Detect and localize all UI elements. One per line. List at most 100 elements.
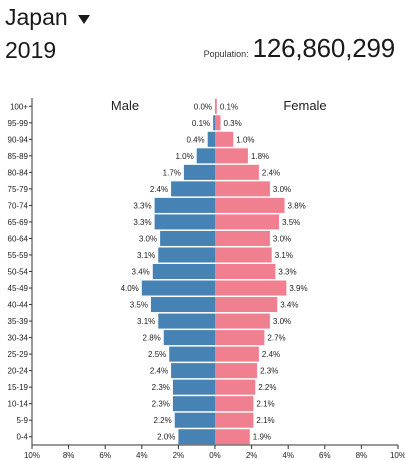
male-value-label: 1.0% bbox=[175, 152, 193, 161]
female-value-label: 2.7% bbox=[267, 334, 285, 343]
header: Japan 2019 Population: 126,860,299 bbox=[0, 0, 405, 90]
y-tick-label: 75-79 bbox=[8, 185, 29, 194]
male-bar bbox=[160, 230, 215, 246]
y-tick-label: 90-94 bbox=[8, 135, 29, 144]
male-bar bbox=[152, 263, 215, 280]
country-name: Japan bbox=[5, 4, 68, 30]
x-tick-label: 2% bbox=[173, 451, 185, 460]
male-bar bbox=[158, 247, 215, 263]
male-value-label: 3.4% bbox=[132, 268, 150, 277]
x-tick-label: 2% bbox=[246, 451, 258, 460]
y-tick-label: 15-19 bbox=[8, 383, 29, 392]
x-tick-label: 0% bbox=[209, 451, 221, 460]
male-bar bbox=[163, 330, 215, 346]
y-tick-label: 5-9 bbox=[16, 416, 28, 425]
x-tick-label: 8% bbox=[356, 451, 368, 460]
female-value-label: 2.4% bbox=[262, 350, 280, 359]
male-bar bbox=[172, 379, 215, 395]
y-tick-label: 85-89 bbox=[8, 152, 29, 161]
x-tick-label: 6% bbox=[99, 451, 111, 460]
male-value-label: 2.0% bbox=[157, 433, 175, 442]
male-bar bbox=[207, 131, 215, 147]
population-label: Population: bbox=[203, 49, 249, 59]
male-value-label: 2.2% bbox=[154, 416, 172, 425]
female-bar bbox=[215, 297, 278, 313]
male-label: Male bbox=[111, 98, 139, 113]
female-bar bbox=[215, 313, 270, 329]
x-tick-label: 4% bbox=[136, 451, 148, 460]
female-bar bbox=[215, 181, 270, 197]
female-bar bbox=[215, 115, 221, 131]
female-bar bbox=[215, 396, 254, 412]
y-tick-label: 80-84 bbox=[8, 168, 29, 177]
male-bar bbox=[154, 214, 215, 230]
caret-down-icon[interactable] bbox=[77, 14, 90, 24]
male-value-label: 3.5% bbox=[130, 301, 148, 310]
male-bar bbox=[183, 164, 215, 180]
population-display: Population: 126,860,299 bbox=[203, 33, 396, 64]
female-value-label: 3.1% bbox=[275, 251, 293, 260]
country-selector[interactable]: Japan bbox=[5, 3, 90, 31]
y-tick-label: 20-24 bbox=[8, 367, 29, 376]
male-value-label: 0.4% bbox=[186, 135, 204, 144]
male-value-label: 1.7% bbox=[163, 168, 181, 177]
female-value-label: 3.0% bbox=[273, 317, 291, 326]
female-bar bbox=[215, 214, 280, 230]
female-value-label: 2.3% bbox=[260, 367, 278, 376]
female-bar bbox=[215, 280, 287, 296]
male-bar bbox=[154, 197, 215, 213]
x-tick-label: 8% bbox=[63, 451, 75, 460]
male-bar bbox=[172, 396, 215, 412]
male-value-label: 2.3% bbox=[152, 383, 170, 392]
male-value-label: 3.3% bbox=[133, 218, 151, 227]
female-bar bbox=[215, 412, 254, 428]
female-bar bbox=[215, 164, 259, 180]
y-tick-label: 95-99 bbox=[8, 119, 29, 128]
female-bar bbox=[215, 379, 256, 395]
female-value-label: 2.4% bbox=[262, 168, 280, 177]
male-value-label: 2.4% bbox=[150, 185, 168, 194]
male-value-label: 2.4% bbox=[150, 367, 168, 376]
female-value-label: 3.4% bbox=[280, 301, 298, 310]
male-value-label: 2.8% bbox=[143, 334, 161, 343]
y-tick-label: 60-64 bbox=[8, 234, 29, 243]
male-bar bbox=[141, 280, 215, 296]
male-bar bbox=[178, 429, 215, 445]
x-tick-label: 6% bbox=[319, 451, 331, 460]
female-value-label: 3.0% bbox=[273, 185, 291, 194]
x-tick-label: 10% bbox=[390, 451, 405, 460]
y-tick-label: 55-59 bbox=[8, 251, 29, 260]
female-label: Female bbox=[283, 98, 326, 113]
y-tick-label: 50-54 bbox=[8, 268, 29, 277]
y-tick-label: 100+ bbox=[10, 102, 28, 111]
y-tick-label: 10-14 bbox=[8, 400, 29, 409]
male-bar bbox=[169, 346, 215, 362]
y-tick-label: 30-34 bbox=[8, 334, 29, 343]
female-bar bbox=[215, 148, 248, 164]
male-bar bbox=[213, 115, 215, 131]
male-bar bbox=[158, 313, 215, 329]
male-value-label: 3.3% bbox=[133, 201, 151, 210]
female-value-label: 3.0% bbox=[273, 234, 291, 243]
female-bar bbox=[215, 346, 259, 362]
y-tick-label: 0-4 bbox=[16, 433, 28, 442]
x-tick-label: 4% bbox=[282, 451, 294, 460]
female-bar bbox=[215, 131, 234, 147]
male-bar bbox=[171, 181, 215, 197]
female-value-label: 3.5% bbox=[282, 218, 300, 227]
female-value-label: 3.8% bbox=[288, 201, 306, 210]
female-bar bbox=[215, 330, 265, 346]
female-value-label: 1.8% bbox=[251, 152, 269, 161]
y-tick-label: 70-74 bbox=[8, 201, 29, 210]
female-value-label: 1.0% bbox=[236, 135, 254, 144]
female-bar bbox=[215, 197, 285, 213]
y-tick-label: 40-44 bbox=[8, 301, 29, 310]
male-bar bbox=[171, 363, 215, 379]
y-tick-label: 35-39 bbox=[8, 317, 29, 326]
female-value-label: 0.1% bbox=[220, 102, 238, 111]
male-bar bbox=[150, 297, 215, 313]
female-value-label: 2.1% bbox=[256, 416, 274, 425]
male-value-label: 3.0% bbox=[139, 234, 157, 243]
male-value-label: 3.1% bbox=[137, 317, 155, 326]
female-value-label: 3.9% bbox=[289, 284, 307, 293]
